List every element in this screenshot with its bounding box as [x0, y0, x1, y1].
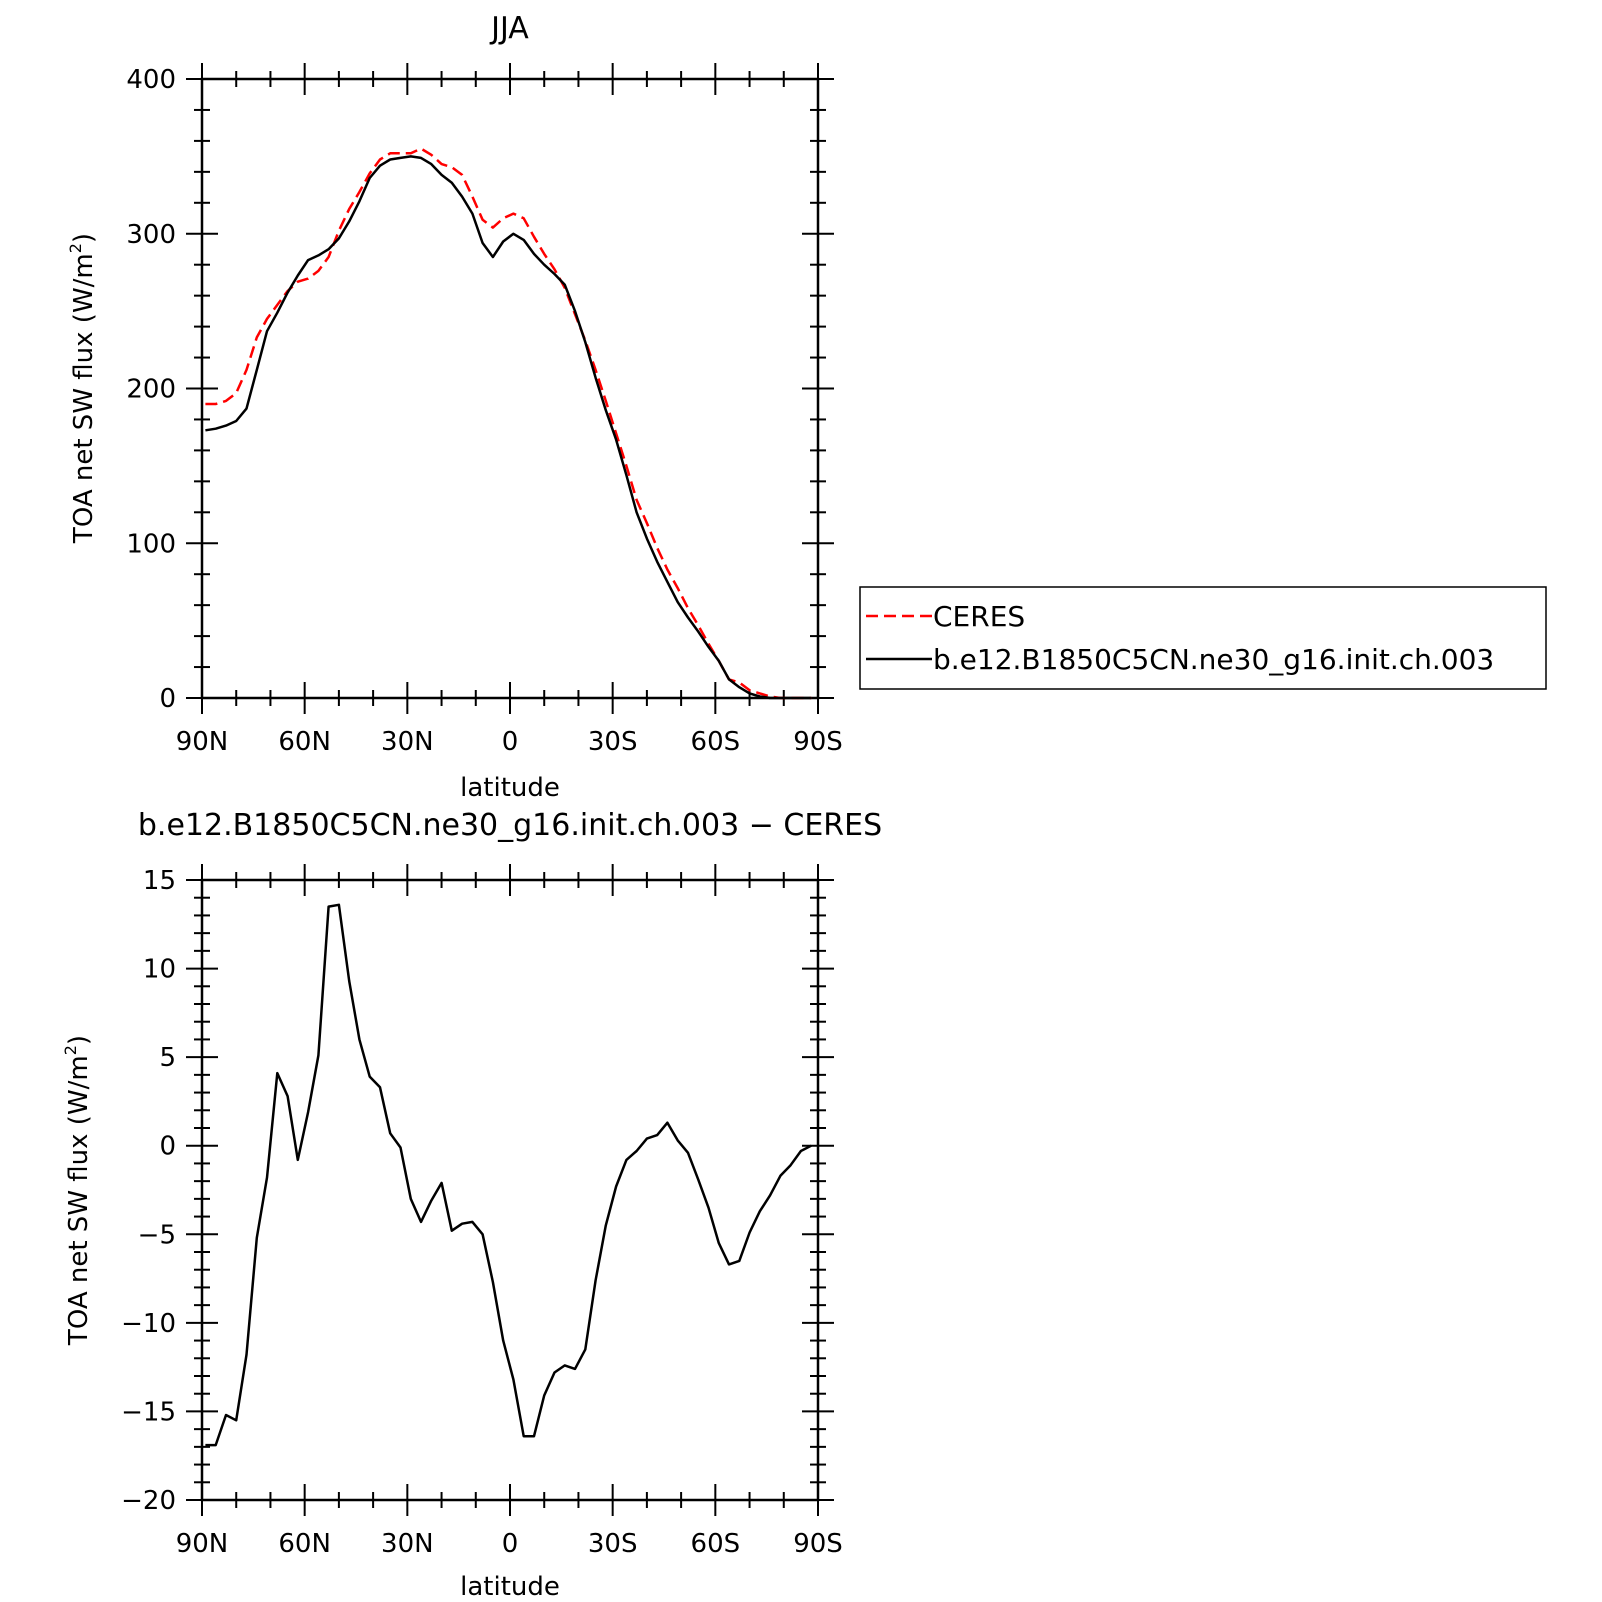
y-tick-label: 100 [126, 529, 176, 559]
plot-frame-bottom [200, 878, 820, 1502]
y-tick-label: 5 [159, 1043, 176, 1073]
y-tick-label: 400 [126, 65, 176, 95]
x-tick-label: 90N [176, 727, 229, 757]
y-tick-label: 15 [143, 866, 176, 896]
x-tick-label: 60S [691, 727, 741, 757]
y-tick-label: 200 [126, 375, 176, 405]
legend-label-model: b.e12.B1850C5CN.ne30_g16.init.ch.003 [933, 643, 1494, 676]
x-tick-label: 0 [502, 1529, 519, 1559]
x-tick-label: 60N [278, 1529, 331, 1559]
chart-title-bottom: b.e12.B1850C5CN.ne30_g16.init.ch.003 − C… [138, 808, 882, 843]
y-tick-label: −15 [121, 1397, 176, 1427]
x-tick-label: 60S [691, 1529, 741, 1559]
series-line-difference [205, 903, 812, 1447]
y-axis-label-top: TOA net SW flux (W/m2) [66, 233, 99, 544]
x-tick-label: 30S [588, 1529, 638, 1559]
y-tick-label: −10 [121, 1309, 176, 1339]
legend-label-ceres: CERES [933, 600, 1025, 633]
x-tick-label: 60N [278, 727, 331, 757]
series-line-ceres [205, 147, 812, 700]
x-tick-label: 90S [793, 727, 843, 757]
y-tick-label: 300 [126, 220, 176, 250]
x-tick-label: 90N [176, 1529, 229, 1559]
x-axis-label-bottom: latitude [460, 1572, 560, 1602]
y-tick-label: 10 [143, 955, 176, 985]
x-tick-label: 90S [793, 1529, 843, 1559]
y-tick-label: −20 [121, 1486, 176, 1516]
x-tick-label: 0 [502, 727, 519, 757]
x-axis-label-top: latitude [460, 773, 560, 803]
x-tick-label: 30N [381, 727, 434, 757]
panel-bottom: b.e12.B1850C5CN.ne30_g16.init.ch.003 − C… [61, 808, 882, 1602]
plot-frame-top [200, 77, 820, 700]
y-tick-label: 0 [159, 684, 176, 714]
y-tick-label: 0 [159, 1132, 176, 1162]
series-line-b-e12-b1850c5cn-ne30-g16-init-ch-003 [205, 155, 812, 700]
legend: CERES b.e12.B1850C5CN.ne30_g16.init.ch.0… [859, 586, 1547, 690]
y-tick-label: −5 [138, 1220, 176, 1250]
panel-top: JJA 90N 60N 30N 0 30S 60S 90S 0 100 200 300 400 lat… [66, 11, 843, 803]
x-tick-label: 30S [588, 727, 638, 757]
x-tick-label: 30N [381, 1529, 434, 1559]
y-axis-label-bottom: TOA net SW flux (W/m2) [61, 1035, 94, 1346]
legend-box [859, 586, 1547, 690]
chart-title-top: JJA [489, 11, 529, 46]
